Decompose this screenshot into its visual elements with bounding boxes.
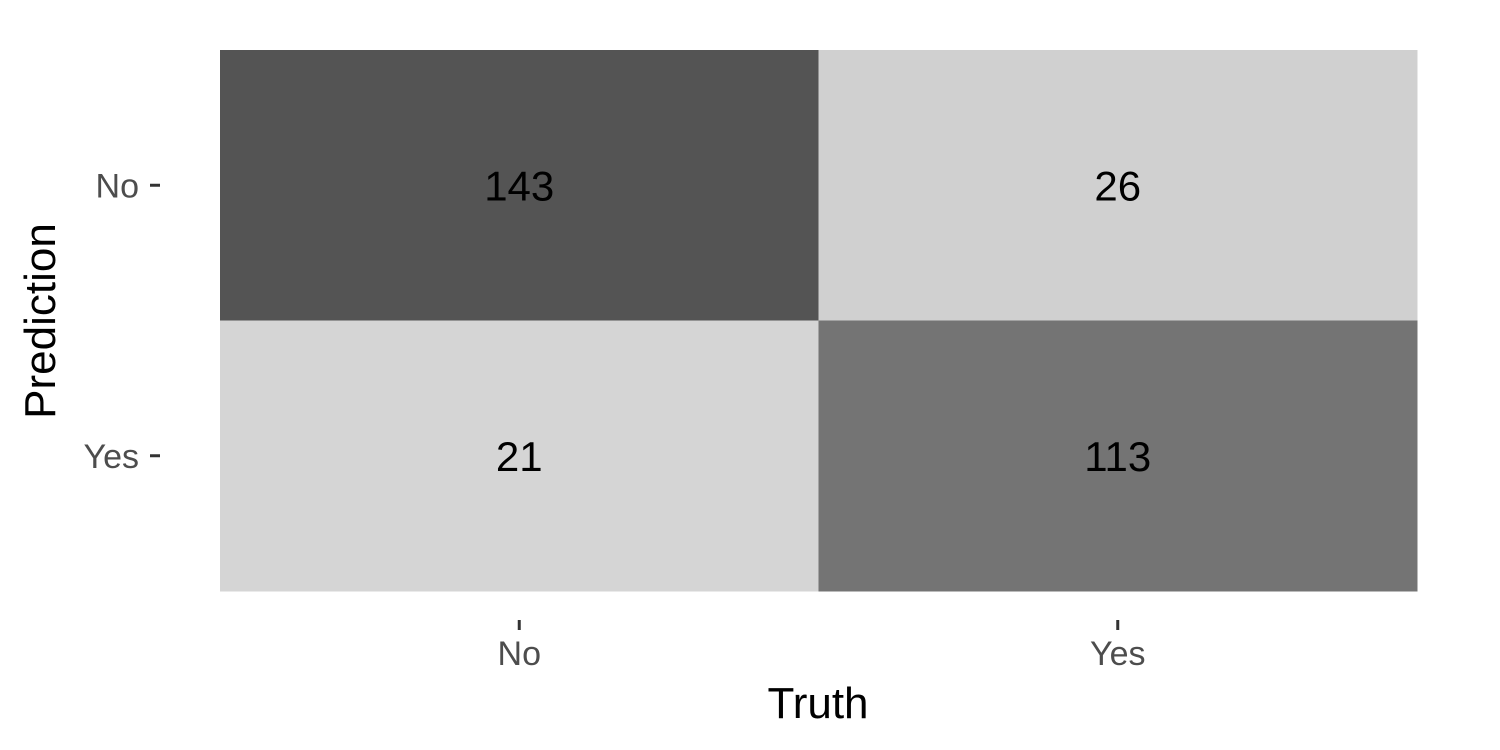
- x-tick-label-yes: Yes: [1090, 635, 1145, 673]
- cell-value-label: 21: [496, 433, 543, 480]
- y-axis-title: Prediction: [16, 223, 65, 419]
- cell-value-label: 143: [484, 162, 554, 209]
- cell-value-label: 26: [1094, 162, 1141, 209]
- axis-ticks: No Yes No Yes: [84, 167, 1146, 673]
- y-tick-label-yes: Yes: [84, 438, 139, 476]
- heatmap-cell-pred-yes-truth-yes: [818, 320, 1418, 592]
- heatmap-cell-pred-yes-truth-no: [220, 320, 819, 592]
- y-tick-label-no: No: [96, 167, 139, 205]
- cell-value-label: 113: [1084, 433, 1151, 480]
- x-axis-title: Truth: [767, 679, 868, 728]
- heatmap-cell-pred-no-truth-yes: [818, 50, 1418, 321]
- x-tick-label-no: No: [498, 635, 541, 673]
- heatmap-cells: 143 26 21 113: [220, 50, 1418, 592]
- heatmap-cell-pred-no-truth-no: [220, 50, 819, 321]
